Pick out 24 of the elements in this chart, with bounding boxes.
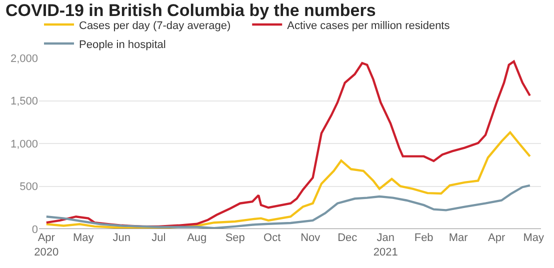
y-tick-label: 2,000 xyxy=(10,52,38,65)
legend-label: Active cases per million residents xyxy=(287,20,450,32)
x-tick-label: Feb xyxy=(414,232,434,244)
x-tick-label: Oct xyxy=(264,232,281,244)
chart-title: COVID-19 in British Columbia by the numbers xyxy=(6,0,376,20)
x-tick-label: Apr xyxy=(488,232,506,244)
x-tick-label: May xyxy=(523,232,544,244)
y-tick-label: 1,000 xyxy=(10,138,38,150)
x-tick-label: Jul xyxy=(152,232,166,244)
legend-label: People in hospital xyxy=(79,38,166,51)
x-tick-label: Mar xyxy=(448,232,468,244)
line-series xyxy=(45,131,531,229)
x-tick-label: Sep xyxy=(225,232,245,244)
x-tick-label: Aug xyxy=(187,232,207,244)
x-tick-label: May xyxy=(73,232,94,244)
legend-label: Cases per day (7-day average) xyxy=(79,20,231,32)
line-series xyxy=(45,184,531,229)
x-tick-label: Dec xyxy=(338,232,358,244)
y-tick-label: 1,500 xyxy=(10,96,38,108)
y-tick-label: 500 xyxy=(20,181,38,194)
x-tick-label: Jun xyxy=(112,232,131,244)
line-series xyxy=(45,60,531,228)
x-tick-label: Jan 2021 xyxy=(373,232,398,258)
x-tick-label: Nov xyxy=(300,232,321,244)
